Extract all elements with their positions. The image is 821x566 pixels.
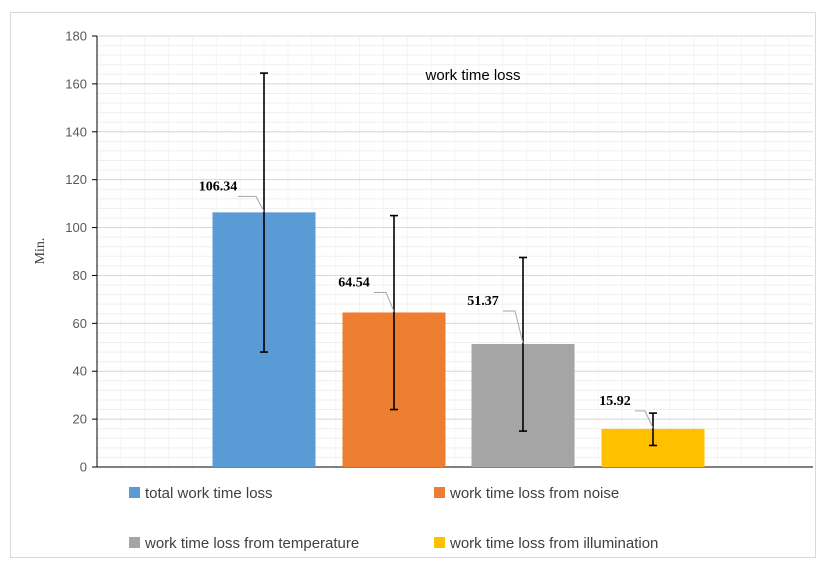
data-label: 15.92 bbox=[599, 394, 631, 409]
legend-label: work time loss from noise bbox=[449, 485, 619, 502]
y-tick-label: 60 bbox=[73, 316, 87, 331]
legend-swatch bbox=[434, 537, 445, 548]
y-tick-label: 20 bbox=[73, 412, 87, 427]
chart-title: work time loss bbox=[424, 67, 520, 84]
y-tick-label: 180 bbox=[65, 29, 87, 44]
y-tick-label: 0 bbox=[80, 460, 87, 475]
leader-line bbox=[238, 195, 265, 212]
legend-swatch bbox=[129, 537, 140, 548]
y-tick-label: 160 bbox=[65, 76, 87, 91]
y-axis-label: Min. bbox=[33, 238, 48, 265]
legend-swatch bbox=[434, 487, 445, 498]
data-label: 106.34 bbox=[199, 179, 238, 194]
y-tick-label: 80 bbox=[73, 268, 87, 283]
legend-swatch bbox=[129, 487, 140, 498]
y-tick-label: 140 bbox=[65, 124, 87, 139]
leader-line bbox=[635, 410, 654, 429]
leader-line bbox=[374, 291, 395, 312]
data-label: 51.37 bbox=[467, 294, 499, 309]
y-tick-label: 100 bbox=[65, 220, 87, 235]
legend-label: work time loss from illumination bbox=[449, 535, 658, 552]
y-axis-ticks: 0 20 40 60 80 100 120 140 160 180 bbox=[65, 29, 97, 475]
legend-label: work time loss from temperature bbox=[144, 535, 359, 552]
error-bars bbox=[260, 72, 657, 447]
data-label: 64.54 bbox=[338, 275, 370, 290]
y-tick-label: 40 bbox=[73, 364, 87, 379]
legend-label: total work time loss bbox=[145, 485, 273, 502]
label-leader-lines bbox=[238, 195, 654, 429]
y-tick-label: 120 bbox=[65, 172, 87, 187]
legend: total work time loss work time loss from … bbox=[129, 485, 658, 552]
leader-line bbox=[503, 310, 524, 344]
data-labels: 106.34 64.54 51.37 15.92 bbox=[199, 179, 631, 409]
